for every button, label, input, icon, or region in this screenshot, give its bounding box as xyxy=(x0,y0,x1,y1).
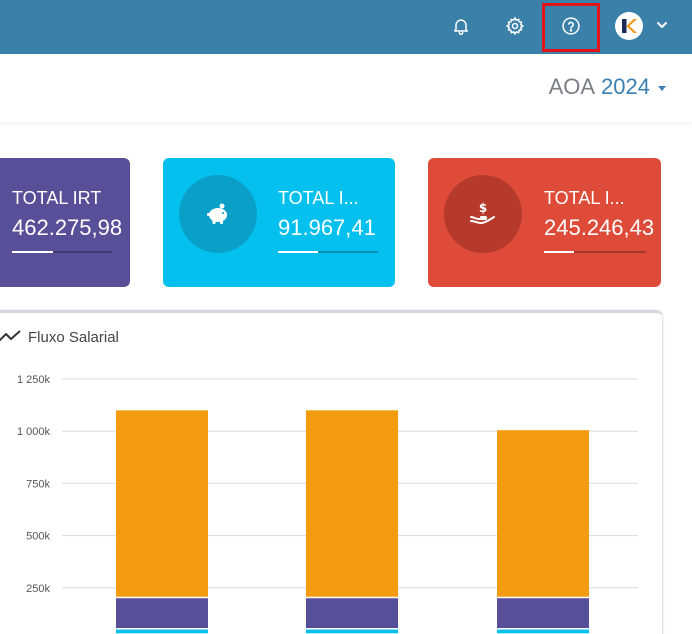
year-label: 2024 xyxy=(601,74,650,99)
y-tick-label: 750k xyxy=(26,478,50,490)
panel-header: Fluxo Salarial xyxy=(0,325,119,349)
year-bar: AOA 2024 xyxy=(0,54,692,122)
gear-icon[interactable] xyxy=(501,12,529,40)
bar-segment[interactable] xyxy=(497,629,589,634)
bar-segment[interactable] xyxy=(497,598,589,629)
card-value: 462.275,98 xyxy=(12,215,123,240)
bar-segment[interactable] xyxy=(306,410,398,597)
line-chart-icon xyxy=(0,330,21,342)
piggy-bank-icon xyxy=(179,175,257,253)
bar-segment[interactable] xyxy=(116,410,208,597)
card-progress xyxy=(12,251,112,253)
card-title: TOTAL IRT xyxy=(12,188,102,208)
help-circle-icon[interactable] xyxy=(557,12,585,40)
bell-icon[interactable] xyxy=(447,12,475,40)
stat-card-inss: TOTAL I... 91.967,41 xyxy=(163,158,395,287)
card-progress xyxy=(544,251,646,253)
avatar[interactable] xyxy=(615,12,643,40)
top-navbar xyxy=(0,0,692,54)
bar-segment[interactable] xyxy=(306,629,398,634)
y-tick-label: 250k xyxy=(26,583,50,595)
card-title: TOTAL I... xyxy=(544,188,625,208)
panel-title: Fluxo Salarial xyxy=(28,328,119,346)
y-tick-label: 500k xyxy=(26,531,50,543)
y-tick-label: 1 250k xyxy=(17,374,51,386)
stat-card-third: $ TOTAL I... 245.246,43 xyxy=(428,158,661,287)
stacked-bar-chart: 1 250k 1 000k 750k 500k 250k xyxy=(17,374,638,634)
card-title: TOTAL I... xyxy=(278,188,359,208)
card-value: 245.246,43 xyxy=(544,215,655,240)
bar-segment[interactable] xyxy=(306,598,398,629)
bar-segment[interactable] xyxy=(116,629,208,634)
help-highlight xyxy=(542,3,600,52)
bar-segment[interactable] xyxy=(116,598,208,629)
hand-money-icon: $ xyxy=(444,175,522,253)
svg-text:$: $ xyxy=(479,201,487,215)
k-logo-icon xyxy=(622,19,637,33)
bar-segment[interactable] xyxy=(497,430,589,597)
year-selector[interactable]: AOA 2024 xyxy=(549,74,666,100)
card-value: 91.967,41 xyxy=(278,215,376,240)
caret-down-icon xyxy=(658,86,666,91)
card-progress xyxy=(278,251,378,253)
stat-card-irt: TOTAL IRT 462.275,98 xyxy=(0,158,130,287)
y-tick-label: 1 000k xyxy=(17,426,51,438)
chevron-down-icon[interactable] xyxy=(654,17,670,33)
currency-label: AOA xyxy=(548,74,596,99)
